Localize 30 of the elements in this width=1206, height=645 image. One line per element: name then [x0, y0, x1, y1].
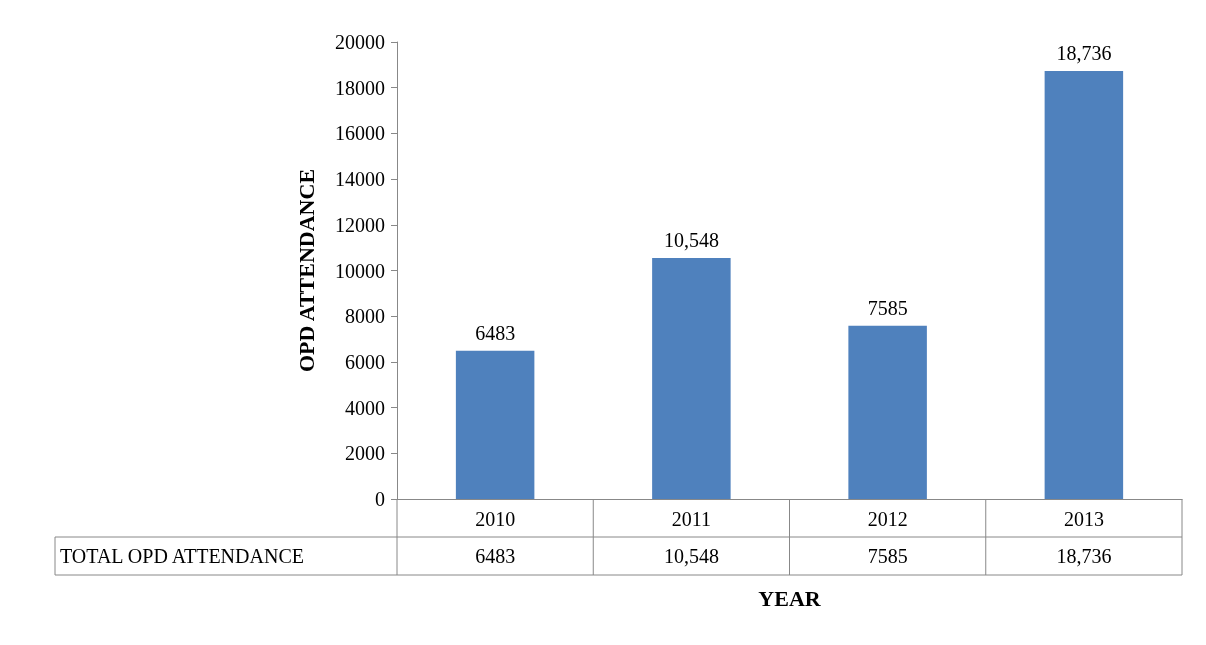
x-tick-label: 2011	[671, 508, 712, 530]
text: 18,736	[1056, 41, 1112, 64]
y-tick-label: 6000	[345, 350, 385, 373]
y-tick-label: 14000	[335, 168, 385, 191]
data-label: 6483	[475, 545, 516, 567]
bar	[652, 257, 731, 499]
y-tick-label: 0	[375, 488, 385, 510]
x-axis-title: YEAR	[758, 585, 822, 611]
data-label: 7585	[867, 545, 908, 567]
bar	[1044, 70, 1124, 499]
y-tick-label: 4000	[345, 396, 385, 419]
y-tick-label: 20000	[335, 31, 385, 53]
text: TOTAL OPD ATTENDANCE	[60, 545, 304, 567]
bar	[848, 325, 927, 499]
x-tick-label: 2012	[867, 508, 908, 530]
y-tick-label: 18000	[335, 76, 385, 99]
y-tick-label: 12000	[335, 213, 385, 236]
y-tick-label: 2000	[345, 442, 385, 465]
y-axis-title: OPD ATTENDANCE	[293, 168, 319, 373]
y-tick-label: 10000	[335, 259, 385, 282]
data-label: 10,548	[663, 545, 719, 567]
text: 6483	[475, 321, 516, 344]
x-tick-label: 2013	[1063, 508, 1104, 530]
x-tick-label: 2010	[475, 508, 516, 530]
y-tick-label: 8000	[345, 305, 385, 328]
text: 7585	[867, 296, 908, 319]
y-tick-label: 16000	[335, 122, 385, 145]
data-label: 18,736	[1056, 545, 1112, 567]
bar	[455, 350, 535, 499]
text: 10,548	[663, 228, 719, 251]
